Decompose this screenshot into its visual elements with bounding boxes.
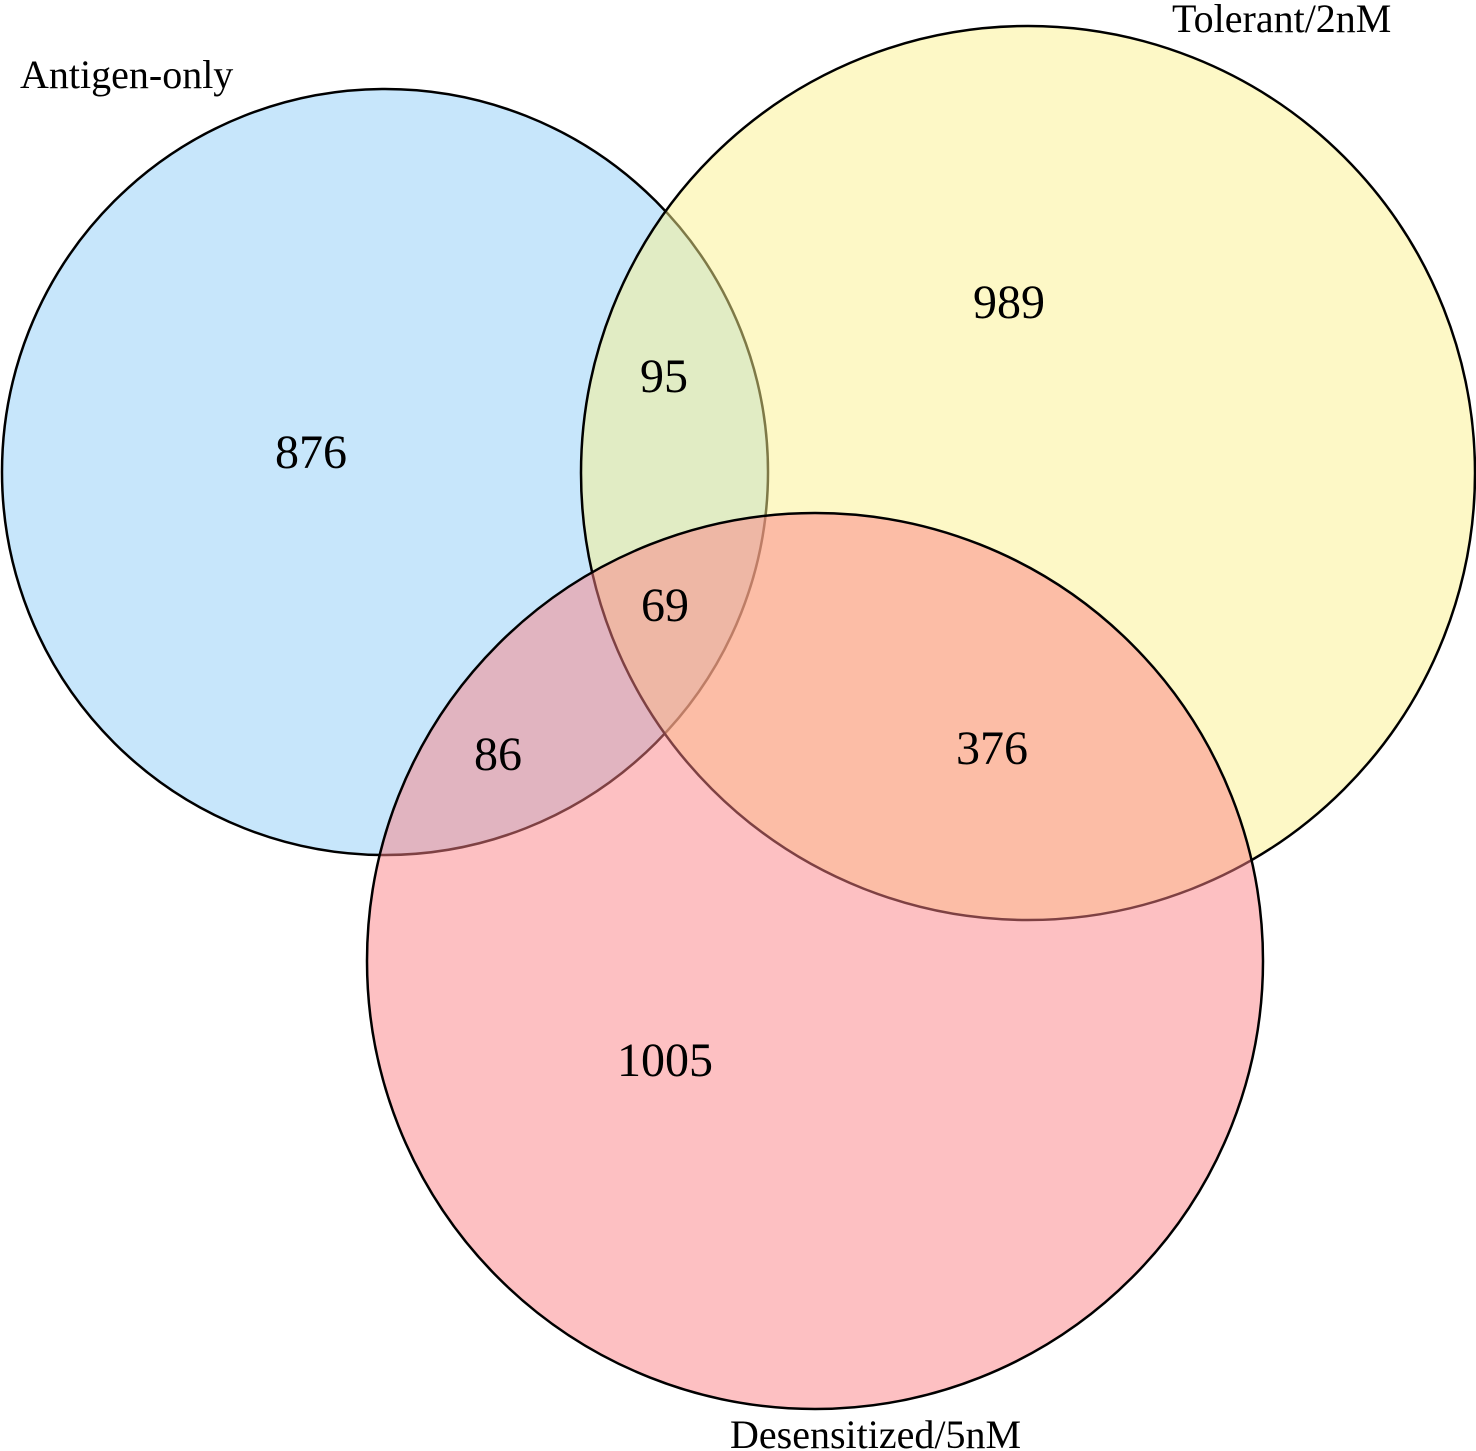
count-tolerant-desensitized: 376: [956, 722, 1028, 775]
circle-desensitized-5nm: [365, 511, 1265, 1411]
set-circles: [0, 24, 1476, 1411]
count-all-three: 69: [641, 579, 689, 632]
count-antigen-desensitized: 86: [474, 728, 522, 781]
count-antigen-only: 876: [275, 426, 347, 479]
set-label-desensitized-5nm: Desensitized/5nM: [730, 1412, 1021, 1451]
count-desensitized-only: 1005: [617, 1034, 713, 1087]
set-label-antigen-only: Antigen-only: [20, 52, 233, 97]
count-antigen-tolerant: 95: [640, 350, 688, 403]
set-labels: Antigen-only Tolerant/2nM Desensitized/5…: [20, 0, 1391, 1451]
set-label-tolerant-2nm: Tolerant/2nM: [1172, 0, 1391, 41]
count-tolerant-only: 989: [973, 276, 1045, 329]
region-counts: 876 989 1005 95 86 376 69: [275, 276, 1045, 1087]
